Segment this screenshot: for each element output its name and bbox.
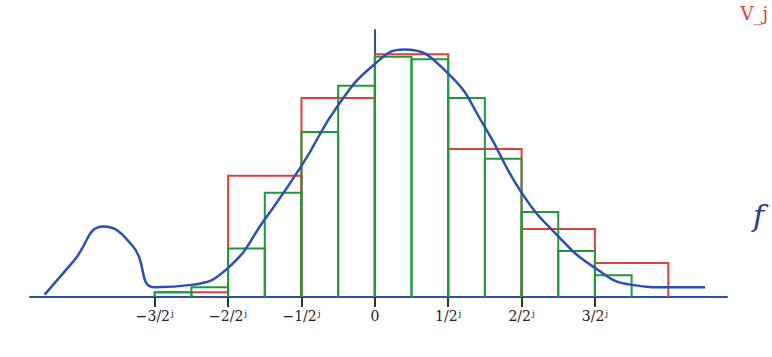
svg-text:1/2ʲ: 1/2ʲ xyxy=(435,308,461,324)
svg-text:f: f xyxy=(751,198,769,233)
svg-text:−2/2ʲ: −2/2ʲ xyxy=(209,308,247,324)
svg-text:0: 0 xyxy=(370,308,379,324)
svg-text:−1/2ʲ: −1/2ʲ xyxy=(282,308,320,324)
svg-text:V_j: V_j xyxy=(739,3,768,25)
svg-text:2/2ʲ: 2/2ʲ xyxy=(508,308,534,324)
svg-text:3/2ʲ: 3/2ʲ xyxy=(582,308,608,324)
svg-text:−3/2ʲ: −3/2ʲ xyxy=(136,308,174,324)
